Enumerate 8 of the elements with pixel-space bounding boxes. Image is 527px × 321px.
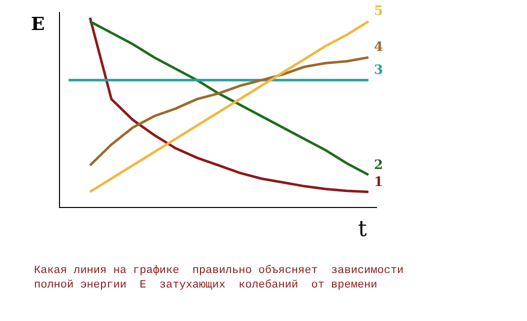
series-label: 2	[374, 158, 384, 173]
x-axis-title: t	[358, 217, 367, 242]
series-label: 5	[374, 4, 384, 19]
series-label: 4	[374, 40, 384, 55]
y-axis-title: E	[31, 14, 45, 35]
text: Какая линия на графике правильно объясняет зависимости полной энергии E затухающих колебаний от времени	[34, 264, 404, 292]
series-label: 1	[374, 175, 384, 190]
series-label: 3	[374, 63, 384, 78]
